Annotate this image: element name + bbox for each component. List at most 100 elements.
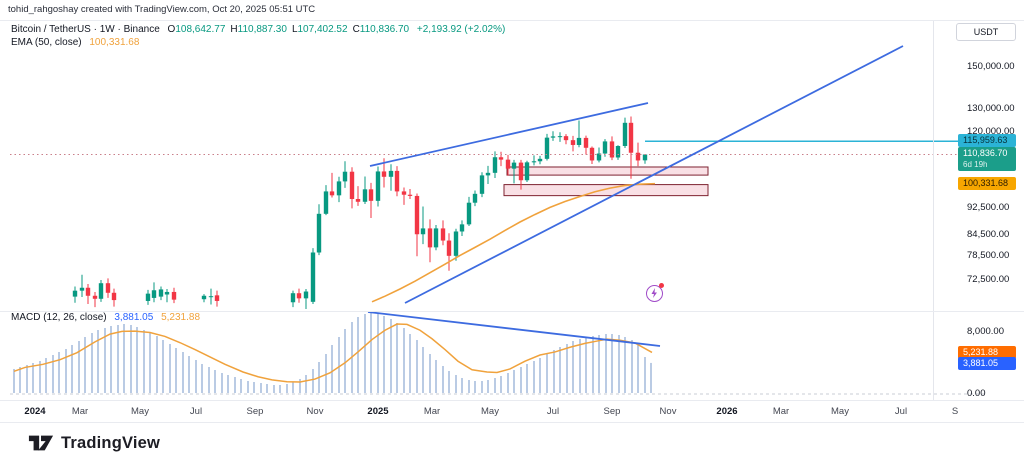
ema-line <box>371 182 656 303</box>
candle-body <box>342 171 348 182</box>
candle-body <box>537 158 543 162</box>
ohlc-values: O108,642.77 H110,887.30 L107,402.52 C110,83… <box>163 24 410 35</box>
candle-body <box>323 191 329 214</box>
price-tick-label: 120,000.00 <box>967 126 1015 138</box>
candle-body <box>375 171 381 201</box>
price-tick-label: 92,500.00 <box>967 202 1010 214</box>
header-divider <box>0 20 1024 21</box>
time-tick-label: Mar <box>423 406 441 417</box>
price-tick-label: 150,000.00 <box>967 60 1015 72</box>
price-tick-label: 78,500.00 <box>967 250 1010 262</box>
candle-body <box>388 170 394 177</box>
ohlc-label: C <box>352 24 360 35</box>
symbol-title[interactable]: Bitcoin / TetherUS · 1W · Binance <box>11 24 160 35</box>
ema-value: 100,331.68 <box>89 37 140 48</box>
tradingview-logo[interactable]: TradingView <box>28 433 160 453</box>
ohlc-value: 110,836.70 <box>359 24 410 35</box>
candle-body <box>201 295 207 300</box>
candle-body <box>433 228 439 248</box>
candle-body <box>459 224 465 232</box>
time-tick-label: 2024 <box>24 406 46 417</box>
candle-body <box>145 293 151 301</box>
time-tick-label: Jul <box>894 406 908 417</box>
candle-body <box>622 122 628 146</box>
candle-body <box>79 287 85 291</box>
candle-body <box>615 145 621 158</box>
candle-body <box>550 136 556 138</box>
candle-body <box>336 181 342 196</box>
time-axis-border <box>0 400 1024 401</box>
candle-body <box>531 161 537 163</box>
tradingview-logo-icon <box>28 435 54 451</box>
time-tick-label: Sep <box>246 406 264 417</box>
ohlc-label: O <box>167 24 176 35</box>
time-tick-label: Mar <box>71 406 89 417</box>
candle-body <box>92 295 98 299</box>
symbol-legend-row[interactable]: Bitcoin / TetherUS · 1W · Binance O108,6… <box>11 24 505 35</box>
candle-body <box>72 290 78 297</box>
candle-body <box>316 213 322 253</box>
candle-body <box>485 172 491 176</box>
candle-body <box>303 291 309 299</box>
time-tick-label: 2025 <box>367 406 389 417</box>
ohlc-label: H <box>230 24 238 35</box>
candle-body <box>310 252 316 302</box>
lightning-bolt-glyph <box>651 288 657 298</box>
candle-body <box>362 189 368 202</box>
ema-legend-row[interactable]: EMA (50, close) 100,331.68 <box>11 37 139 48</box>
candle-body <box>164 291 170 295</box>
candle-body <box>576 137 582 145</box>
candle-body <box>214 295 220 301</box>
candle-body <box>296 293 302 299</box>
change-value: +2,193.92 (+2.02%) <box>416 24 506 35</box>
candle-body <box>381 171 387 177</box>
ohlc-value: 108,642.77 <box>175 24 226 35</box>
tradingview-logo-text: TradingView <box>61 433 161 452</box>
candle-body <box>479 175 485 194</box>
candle-body <box>472 193 478 203</box>
currency-toggle-button[interactable]: USDT <box>956 23 1016 41</box>
candle-body <box>642 154 648 161</box>
chart-bottom-border <box>0 422 1024 423</box>
ohlc-value: 110,887.30 <box>237 24 287 35</box>
candle-body <box>602 141 608 154</box>
flash-icon[interactable] <box>646 283 664 302</box>
candle-body <box>557 136 563 138</box>
candle-body <box>151 290 157 298</box>
candle-body <box>290 293 296 303</box>
time-tick-label: Jul <box>189 406 203 417</box>
macd-line-value: 3,881.05 <box>114 312 154 323</box>
candle-body <box>440 228 446 241</box>
candle-body <box>85 287 91 296</box>
macd-legend-row[interactable]: MACD (12, 26, close) 3,881.05 5,231.88 <box>11 312 200 323</box>
macd-descending-trendline <box>367 312 661 347</box>
macd-signal-line <box>13 323 653 383</box>
candle-body <box>349 171 355 199</box>
candle-body <box>609 141 615 158</box>
price-axis-border <box>933 21 934 400</box>
candle-body <box>583 137 589 148</box>
candle-body <box>446 240 452 256</box>
ohlc-label: L <box>291 24 298 35</box>
candle-body <box>427 228 433 248</box>
price-level-badge: 100,331.68 <box>958 176 1016 190</box>
candle-body <box>401 191 407 195</box>
candle-body <box>570 140 576 145</box>
price-tick-label: 84,500.00 <box>967 228 1010 240</box>
candle-body <box>407 194 413 196</box>
candle-body <box>208 296 214 298</box>
candle-body <box>368 189 374 201</box>
time-tick-label: 2026 <box>716 406 738 417</box>
macd-value-badge: 5,231.88 <box>958 346 1016 360</box>
candle-body <box>628 122 634 153</box>
notification-dot <box>659 283 664 288</box>
time-tick-label: May <box>481 406 499 417</box>
candle-body <box>635 152 641 161</box>
candle-body <box>518 162 524 181</box>
time-tick-label: Mar <box>772 406 790 417</box>
time-tick-label: May <box>131 406 149 417</box>
pane-divider[interactable] <box>0 311 1024 312</box>
price-level-badge: 115,959.63 <box>958 134 1016 148</box>
candle-body <box>414 195 420 235</box>
